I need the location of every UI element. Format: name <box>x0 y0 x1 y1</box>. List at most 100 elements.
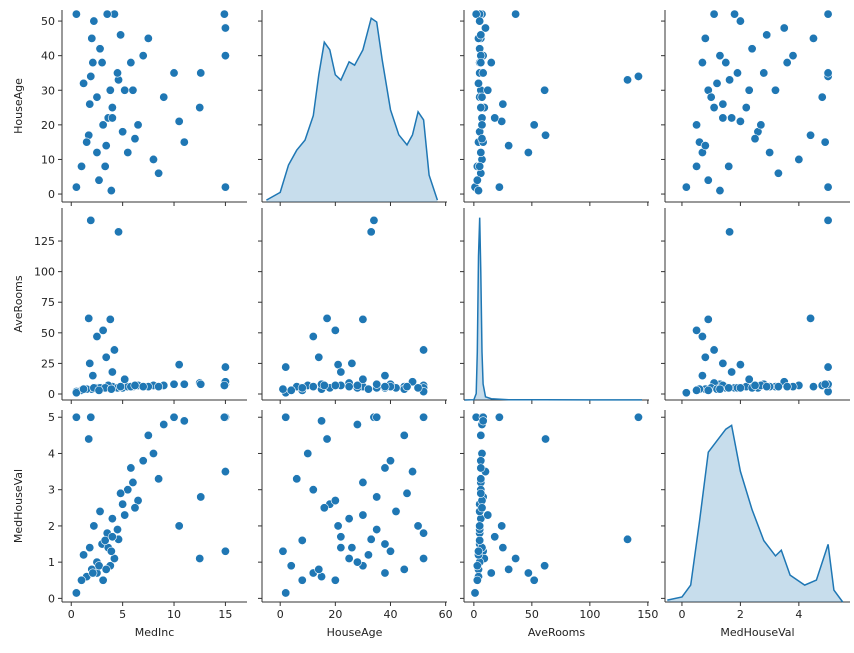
point <box>709 345 719 355</box>
point <box>154 474 164 484</box>
point <box>735 360 745 370</box>
point <box>319 380 329 390</box>
point <box>725 227 735 237</box>
point <box>712 78 722 88</box>
point <box>476 58 486 68</box>
point <box>154 168 164 178</box>
point <box>472 175 482 185</box>
point <box>540 561 550 571</box>
point <box>529 120 539 130</box>
y-tick-label: 0 <box>48 592 55 605</box>
y-tick-label: 0 <box>48 388 55 401</box>
point <box>735 383 745 393</box>
point <box>84 313 94 323</box>
point <box>118 127 128 137</box>
point <box>372 379 382 389</box>
point <box>179 416 189 426</box>
point <box>475 535 485 545</box>
point <box>347 358 357 368</box>
kde-area <box>464 217 642 400</box>
point <box>308 331 318 341</box>
point <box>100 535 110 545</box>
point <box>806 313 816 323</box>
point <box>128 85 138 95</box>
point <box>480 23 490 33</box>
point <box>77 575 87 585</box>
point <box>116 488 126 498</box>
point <box>633 71 643 81</box>
point <box>98 120 108 130</box>
point <box>817 92 827 102</box>
x-tick-label: 5 <box>119 608 126 621</box>
point <box>169 379 179 389</box>
point <box>101 564 111 574</box>
point <box>148 154 158 164</box>
point <box>477 92 487 102</box>
point <box>308 485 318 495</box>
kde-line <box>667 424 844 603</box>
point <box>358 374 368 384</box>
point <box>475 521 485 531</box>
point <box>89 16 99 26</box>
point <box>278 384 288 394</box>
point <box>419 528 429 538</box>
x-axis-label: HouseAge <box>327 626 383 639</box>
point <box>86 215 96 225</box>
point <box>823 182 833 192</box>
point <box>79 550 89 560</box>
point <box>116 30 126 40</box>
point <box>724 383 734 393</box>
x-tick-label: 10 <box>167 608 181 621</box>
point <box>88 371 98 381</box>
point <box>494 182 504 192</box>
point <box>101 352 111 362</box>
point <box>88 568 98 578</box>
point <box>107 532 117 542</box>
point <box>105 314 115 324</box>
point <box>419 345 429 355</box>
point <box>281 412 291 422</box>
x-tick-label: 2 <box>737 608 744 621</box>
point <box>94 385 104 395</box>
point <box>344 382 354 392</box>
point <box>196 492 206 502</box>
x-tick-label: 15 <box>218 608 232 621</box>
point <box>94 561 104 571</box>
point <box>84 434 94 444</box>
point <box>106 384 116 394</box>
y-tick-label: 30 <box>41 84 55 97</box>
point <box>363 550 373 560</box>
point <box>109 345 119 355</box>
point <box>363 384 373 394</box>
point <box>174 521 184 531</box>
point <box>727 113 737 123</box>
point <box>317 416 327 426</box>
point <box>808 33 818 43</box>
point <box>759 68 769 78</box>
point <box>490 113 500 123</box>
point <box>473 546 483 556</box>
point <box>130 134 140 144</box>
point <box>419 554 429 564</box>
point <box>718 99 728 109</box>
point <box>220 23 230 33</box>
point <box>297 535 307 545</box>
point <box>486 58 496 68</box>
point <box>483 85 493 95</box>
point <box>823 9 833 19</box>
point <box>116 382 126 392</box>
point <box>86 71 96 81</box>
point <box>86 412 96 422</box>
point <box>138 456 148 466</box>
point <box>281 362 291 372</box>
point <box>523 568 533 578</box>
point <box>169 412 179 422</box>
point <box>106 186 116 196</box>
point <box>697 331 707 341</box>
point <box>148 448 158 458</box>
point <box>159 92 169 102</box>
point <box>77 161 87 171</box>
point <box>107 514 117 524</box>
y-axis-label: AveRooms <box>12 275 25 332</box>
